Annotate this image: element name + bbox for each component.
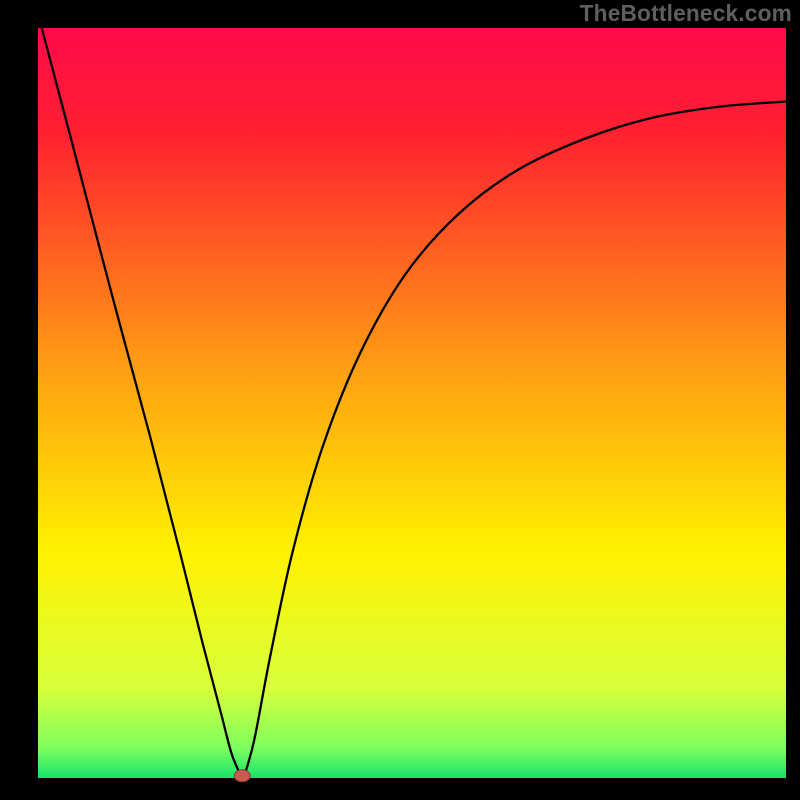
optimum-marker xyxy=(234,770,250,782)
bottleneck-curve xyxy=(42,28,786,776)
chart-overlay xyxy=(0,0,800,800)
